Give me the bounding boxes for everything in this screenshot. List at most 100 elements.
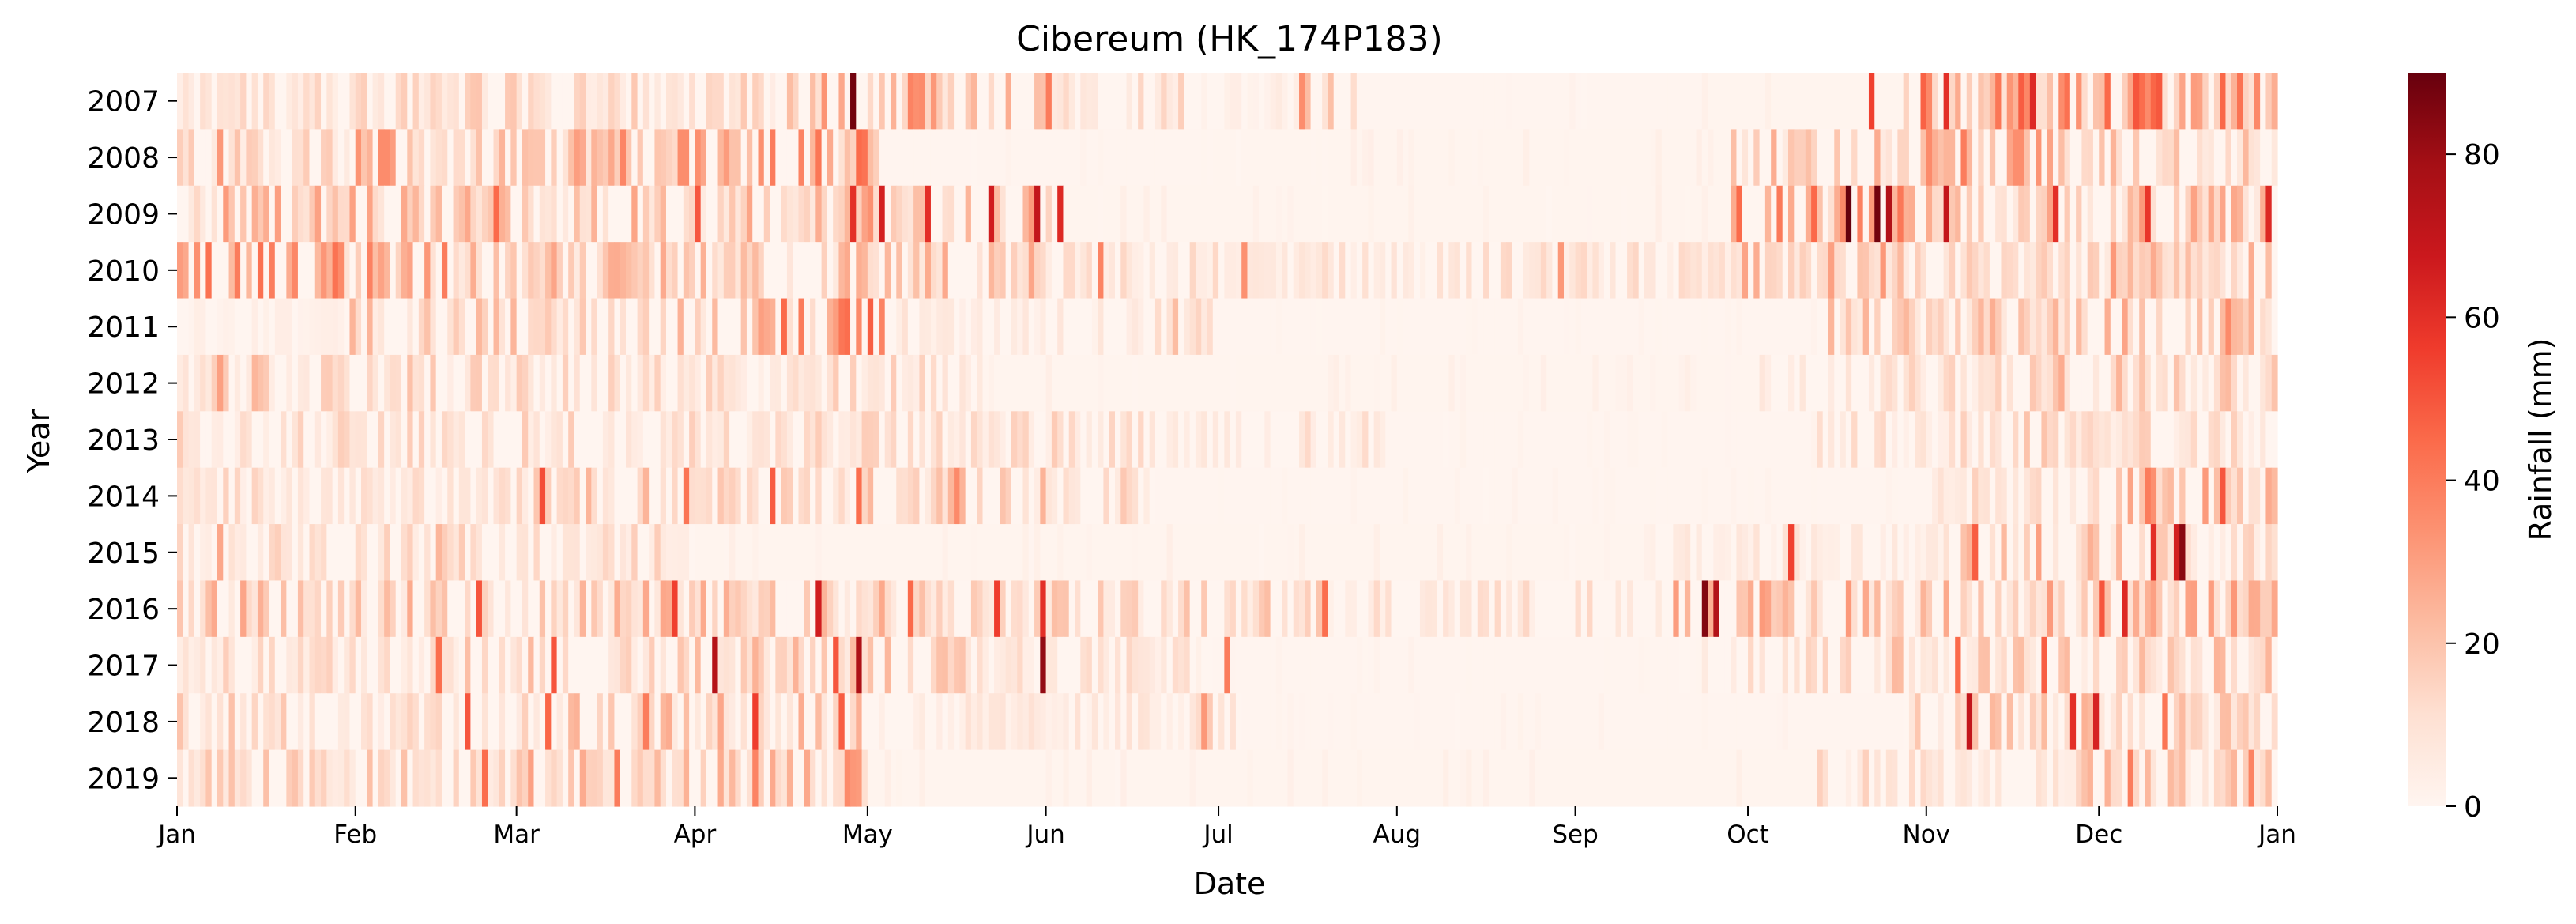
heatmap-cell [729,185,736,243]
heatmap-cell [1569,636,1576,694]
heatmap-cell [1045,580,1053,638]
heatmap-cell [516,242,523,300]
heatmap-cell [251,129,258,187]
heatmap-cell [654,749,661,807]
heatmap-cell [1949,693,1956,751]
heatmap-cell [1373,242,1380,300]
heatmap-cell [649,129,656,187]
heatmap-cell [1960,129,1968,187]
heatmap-cell [1552,354,1559,412]
heatmap-cell [401,129,408,187]
heatmap-cell [586,693,592,751]
heatmap-cell [1633,73,1640,130]
heatmap-cell [1195,524,1202,582]
heatmap-cell [453,185,460,243]
heatmap-cell [695,185,702,243]
heatmap-cell [2248,636,2255,694]
heatmap-cell [1943,73,1950,130]
heatmap-cell [861,129,868,187]
heatmap-cell [1759,411,1766,469]
heatmap-cell [781,129,788,187]
heatmap-cell [1615,354,1622,412]
heatmap-cell [884,524,891,582]
heatmap-cell [1322,354,1329,412]
heatmap-cell [1328,73,1335,130]
heatmap-cell [303,580,311,638]
heatmap-cell [1224,185,1231,243]
colorbar-tick-label: 0 [2464,791,2482,824]
heatmap-cell [1517,749,1524,807]
heatmap-cell [677,580,684,638]
heatmap-cell [1926,467,1933,525]
heatmap-cell [1241,129,1248,187]
heatmap-cell [1161,411,1168,469]
heatmap-cell [884,636,891,694]
heatmap-cell [1920,693,1927,751]
heatmap-cell [798,129,805,187]
heatmap-cell [1633,185,1640,243]
heatmap-cell [689,693,695,751]
heatmap-cell [200,411,207,469]
heatmap-cell [2006,242,2013,300]
heatmap-cell [1195,129,1202,187]
heatmap-cell [1310,185,1317,243]
heatmap-cell [1120,129,1128,187]
heatmap-cell [1011,298,1018,356]
heatmap-cell [1822,185,1829,243]
heatmap-cell [1091,298,1098,356]
heatmap-cell [1437,129,1444,187]
heatmap-cell [1275,749,1282,807]
heatmap-cell [683,580,690,638]
heatmap-cell [1794,524,1801,582]
heatmap-cell [395,129,402,187]
heatmap-cell [1713,467,1720,525]
heatmap-cell [867,298,874,356]
heatmap-cell [183,580,190,638]
heatmap-cell [1892,73,1898,130]
heatmap-cell [665,354,672,412]
heatmap-cell [1437,73,1444,130]
heatmap-cell [723,467,730,525]
heatmap-cell [1828,354,1835,412]
heatmap-cell [1771,242,1778,300]
heatmap-cell [1771,524,1778,582]
heatmap-cell [1172,185,1179,243]
heatmap-cell [1494,185,1501,243]
heatmap-cell [1391,693,1398,751]
heatmap-cell [2237,129,2243,187]
heatmap-cell [2220,129,2227,187]
heatmap-cell [458,693,465,751]
heatmap-cell [677,411,684,469]
heatmap-cell [1448,524,1456,582]
heatmap-cell [1034,580,1041,638]
x-tick-label: Oct [1727,820,1769,849]
heatmap-cell [1828,73,1835,130]
heatmap-cell [1040,749,1047,807]
heatmap-cell [1759,693,1766,751]
heatmap-cell [614,693,621,751]
heatmap-cell [591,298,598,356]
heatmap-cell [1540,693,1547,751]
heatmap-cell [1224,524,1231,582]
heatmap-cell [1391,298,1398,356]
heatmap-cell [246,636,253,694]
heatmap-cell [2271,467,2278,525]
heatmap-cell [1845,693,1852,751]
heatmap-cell [292,129,299,187]
heatmap-cell [326,242,333,300]
heatmap-cell [1379,185,1386,243]
heatmap-cell [349,242,356,300]
heatmap-cell [1731,298,1738,356]
heatmap-cell [1771,354,1778,412]
heatmap-cell [447,242,454,300]
heatmap-cell [1932,411,1938,469]
heatmap-cell [786,411,793,469]
heatmap-cell [390,411,397,469]
heatmap-cell [608,636,616,694]
heatmap-cell [1523,73,1530,130]
heatmap-cell [1926,129,1933,187]
heatmap-cell [1057,298,1064,356]
heatmap-cell [1466,354,1473,412]
heatmap-cell [2213,636,2220,694]
heatmap-cell [1477,129,1484,187]
